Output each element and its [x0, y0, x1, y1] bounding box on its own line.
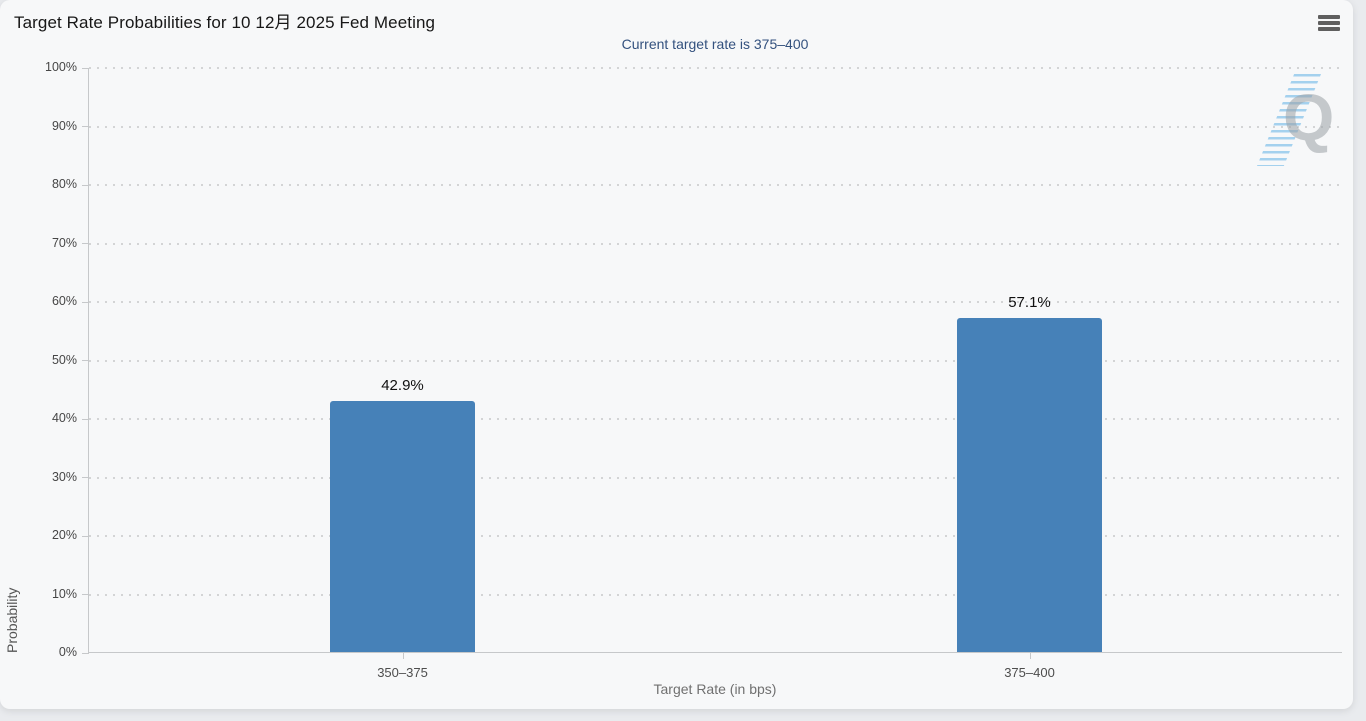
- chart-subtitle: Current target rate is 375–400: [621, 36, 809, 52]
- y-axis-tick-label: 20%: [51, 528, 77, 542]
- y-axis-tick: [82, 535, 89, 537]
- chart-title: Target Rate Probabilities for 10 12月 202…: [14, 13, 436, 32]
- y-axis-tick: [82, 301, 89, 303]
- chart-context-menu-button[interactable]: [1312, 9, 1346, 37]
- y-axis-tick: [82, 243, 89, 244]
- chart-card: Target Rate Probabilities for 10 12月 202…: [0, 0, 1353, 709]
- x-axis-category-label: 350–375: [377, 665, 428, 680]
- plot-area: 0% 10% 20% 30% 40% 50% 60% 70% 80% 90% 100% 42.9% 35…: [45, 60, 1342, 680]
- gridline: [89, 535, 1342, 537]
- y-axis-tick: [82, 184, 89, 186]
- bar-350–375[interactable]: [330, 401, 475, 652]
- y-axis-tick: [82, 67, 89, 69]
- gridline: [89, 67, 1342, 69]
- x-axis-tick: [402, 653, 404, 659]
- bar-375–400[interactable]: [957, 317, 1102, 652]
- x-axis-tick: [1029, 653, 1031, 659]
- gridline: [89, 359, 1342, 362]
- y-axis-tick: [82, 126, 89, 127]
- y-axis-tick-label: 30%: [51, 469, 77, 484]
- x-axis-category-label: 375–400: [1004, 665, 1055, 680]
- y-axis-tick-label: 0%: [58, 645, 77, 659]
- y-axis-tick-label: 60%: [51, 294, 77, 308]
- y-axis-tick-label: 100%: [45, 60, 77, 74]
- bar-value-label: 57.1%: [1008, 293, 1051, 311]
- y-axis-tick: [82, 477, 89, 478]
- y-axis-tick-label: 50%: [51, 352, 77, 367]
- y-axis-tick-label: 10%: [51, 586, 77, 601]
- y-axis-tick-label: 40%: [51, 411, 77, 425]
- gridline: [89, 418, 1342, 420]
- y-axis-title: Probability: [4, 587, 20, 653]
- gridline: [89, 593, 1342, 596]
- y-axis-tick: [82, 360, 89, 361]
- y-axis-tick-label: 90%: [51, 118, 77, 133]
- gridline: [89, 301, 1342, 303]
- y-axis-tick-label: 80%: [51, 177, 77, 191]
- y-axis-tick: [82, 652, 89, 654]
- bar-value-label: 42.9%: [381, 377, 424, 395]
- gridline: [89, 184, 1342, 186]
- hamburger-icon: [1318, 15, 1340, 31]
- gridline: [89, 242, 1342, 245]
- y-axis-tick-label: 70%: [51, 235, 77, 250]
- y-axis-tick: [82, 418, 89, 420]
- gridline: [89, 125, 1342, 128]
- y-axis-tick: [82, 594, 89, 595]
- gridline: [89, 476, 1342, 479]
- x-axis-title: Target Rate (in bps): [653, 681, 777, 697]
